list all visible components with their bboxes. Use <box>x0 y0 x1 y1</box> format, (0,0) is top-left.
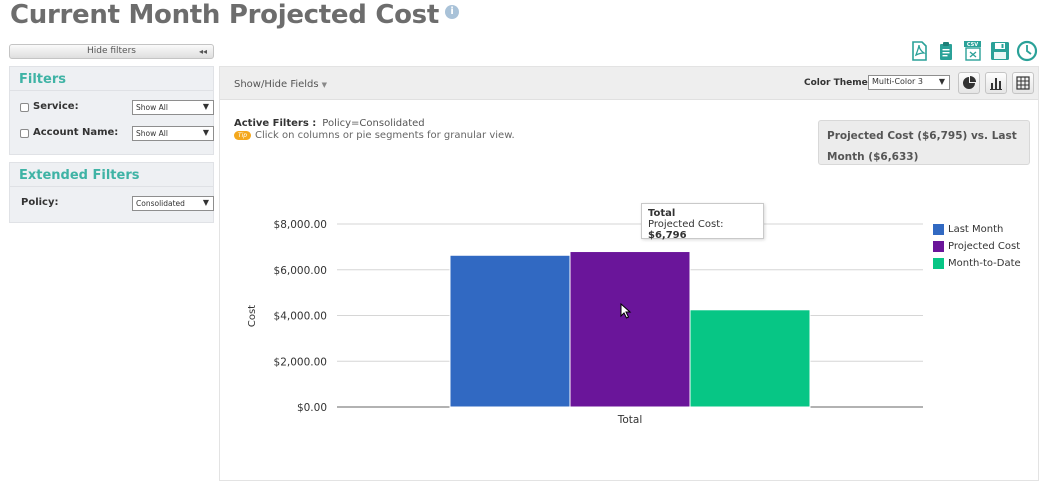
caret-down-icon: ▼ <box>202 128 209 137</box>
service-label: Service: <box>33 101 79 112</box>
page-title-text: Current Month Projected Cost <box>10 0 439 30</box>
policy-select-value: Consolidated <box>136 199 185 208</box>
caret-down-icon: ▼ <box>202 198 209 207</box>
cost-bar-chart: $0.00 $2,000.00 $4,000.00 $6,000.00 $8,000.0… <box>247 219 923 426</box>
account-name-label: Account Name: <box>33 127 119 138</box>
color-theme-label: Color Theme <box>804 78 868 88</box>
filter-row-service: Service: Show All ▼ <box>10 95 214 121</box>
legend-item[interactable]: Last Month <box>933 221 1021 238</box>
caret-down-icon: ▼ <box>938 77 945 86</box>
bar-projected-cost[interactable] <box>569 251 691 408</box>
report-panel: Show/Hide Fields ▼ Color Theme Multi-Colo… <box>219 66 1039 481</box>
tooltip-value: $6,796 <box>648 230 687 241</box>
pdf-icon[interactable] <box>908 40 930 62</box>
table-grid-icon <box>1016 76 1030 90</box>
export-toolbar: CSV <box>908 40 1038 62</box>
y-tick-label: $2,000.00 <box>274 356 327 368</box>
show-hide-fields-menu[interactable]: Show/Hide Fields ▼ <box>234 79 327 90</box>
color-theme-value: Multi-Color 3 <box>872 77 923 86</box>
legend-label: Projected Cost <box>948 241 1021 252</box>
account-name-checkbox[interactable] <box>20 129 29 138</box>
bar-chart-view-button[interactable] <box>985 72 1007 94</box>
filters-panel: Filters Service: Show All ▼ Account Name:… <box>9 66 214 155</box>
show-hide-fields-label: Show/Hide Fields <box>234 79 319 90</box>
service-checkbox[interactable] <box>20 103 29 112</box>
active-filters-value: Policy=Consolidated <box>322 118 425 129</box>
color-theme-select[interactable]: Multi-Color 3 ▼ <box>868 75 950 90</box>
bar-last-month[interactable] <box>449 254 571 408</box>
extended-filters-title: Extended Filters <box>10 163 213 187</box>
legend-swatch <box>933 258 944 269</box>
service-select[interactable]: Show All ▼ <box>132 100 214 115</box>
summary-box: Projected Cost ($6,795) vs. Last Month (… <box>818 120 1030 165</box>
y-tick-label: $8,000.00 <box>274 219 327 231</box>
pie-chart-icon <box>963 76 976 89</box>
y-tick-label: $4,000.00 <box>274 311 327 323</box>
y-tick-label: $0.00 <box>297 402 327 414</box>
hide-filters-button[interactable]: Hide filters ◂◂ <box>9 44 214 59</box>
tip-badge-icon: Tip <box>234 130 251 140</box>
policy-label: Policy: <box>21 197 59 208</box>
csv-icon-text: CSV <box>967 42 978 48</box>
pie-chart-view-button[interactable] <box>958 72 980 94</box>
hide-filters-label: Hide filters <box>86 46 136 56</box>
mouse-cursor-icon <box>620 303 632 319</box>
legend-swatch <box>933 224 944 235</box>
extended-filters-panel: Extended Filters Policy: Consolidated ▼ <box>9 162 214 223</box>
save-icon[interactable] <box>989 40 1011 62</box>
account-name-select[interactable]: Show All ▼ <box>132 126 214 141</box>
legend-item[interactable]: Projected Cost <box>933 238 1021 255</box>
bar-month-to-date[interactable] <box>689 309 811 408</box>
tooltip-title: Total <box>648 208 676 219</box>
legend-swatch <box>933 241 944 252</box>
report-topbar: Show/Hide Fields ▼ Color Theme Multi-Colo… <box>220 67 1038 100</box>
chart-legend: Last Month Projected Cost Month-to-Date <box>933 221 1021 272</box>
info-icon[interactable]: i <box>444 4 459 19</box>
caret-down-icon: ▼ <box>321 81 328 89</box>
table-view-button[interactable] <box>1012 72 1034 94</box>
double-chevron-left-icon: ◂◂ <box>198 47 207 56</box>
y-tick-label: $6,000.00 <box>274 265 327 277</box>
y-axis-label: Cost <box>247 305 258 327</box>
active-filters-label: Active Filters : <box>234 118 317 129</box>
account-name-select-value: Show All <box>136 129 168 138</box>
legend-label: Last Month <box>948 224 1004 235</box>
policy-select[interactable]: Consolidated ▼ <box>132 196 214 211</box>
legend-label: Month-to-Date <box>948 258 1021 269</box>
chart-tooltip: Total Projected Cost: $6,796 <box>641 203 764 241</box>
legend-item[interactable]: Month-to-Date <box>933 255 1021 272</box>
filter-row-account-name: Account Name: Show All ▼ <box>10 121 214 147</box>
hint-text: Click on columns or pie segments for gra… <box>255 130 515 141</box>
caret-down-icon: ▼ <box>202 102 209 111</box>
clipboard-icon[interactable] <box>935 40 957 62</box>
filters-title: Filters <box>10 67 213 91</box>
filter-row-policy: Policy: Consolidated ▼ <box>10 191 214 217</box>
tooltip-label: Projected Cost: <box>648 219 724 230</box>
bar-chart-icon <box>990 78 1002 90</box>
page-title: Current Month Projected Cost i <box>10 0 459 30</box>
service-select-value: Show All <box>136 103 168 112</box>
active-filters: Active Filters : Policy=Consolidated <box>234 118 425 129</box>
schedule-clock-icon[interactable] <box>1016 40 1038 62</box>
granular-view-hint: Tip Click on columns or pie segments for … <box>234 130 515 141</box>
tooltip-line: Projected Cost: $6,796 <box>648 219 757 241</box>
csv-icon[interactable]: CSV <box>962 40 984 62</box>
x-category-label: Total <box>617 414 643 426</box>
